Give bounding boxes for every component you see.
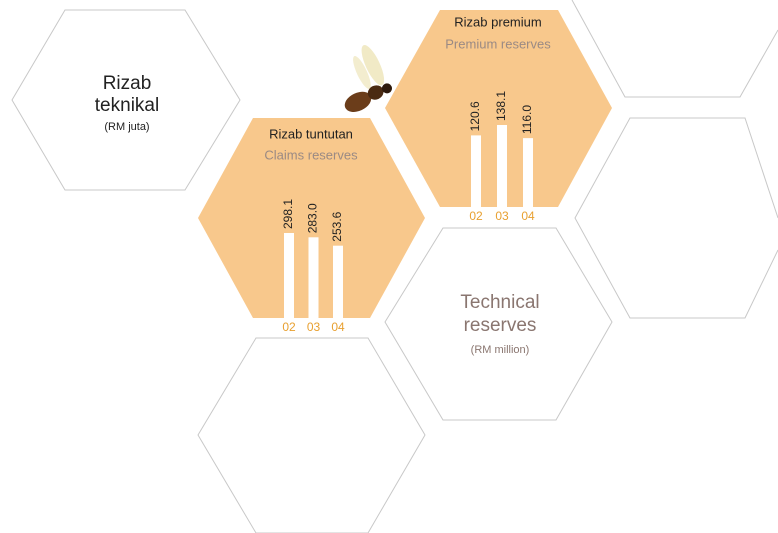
panel-title: Rizab — [103, 73, 152, 94]
chart-subtitle: Claims reserves — [264, 147, 358, 162]
hexagon-partial — [574, 117, 778, 319]
category-label: 02 — [469, 209, 483, 223]
category-label: 03 — [495, 209, 509, 223]
panel-title: teknikal — [95, 95, 159, 116]
bar — [333, 245, 343, 318]
panel-title: reserves — [464, 315, 537, 336]
category-label: 03 — [307, 320, 321, 334]
panel-unit: (RM juta) — [104, 121, 149, 133]
chart-subtitle: Premium reserves — [445, 36, 551, 51]
category-label: 04 — [331, 320, 345, 334]
value-label: 253.6 — [330, 211, 344, 241]
value-label: 298.1 — [281, 199, 295, 229]
hexagon — [197, 337, 426, 533]
hexagon — [384, 227, 613, 421]
value-label: 116.0 — [520, 105, 534, 134]
hexagon-filled — [385, 10, 612, 207]
hexagon-partial — [571, 0, 778, 98]
hexagon-filled — [198, 118, 425, 318]
bar — [471, 135, 481, 207]
value-label: 120.6 — [468, 101, 482, 131]
value-label: 283.0 — [306, 203, 320, 233]
bar — [497, 125, 507, 207]
panel-title: Technical — [460, 292, 539, 313]
panel-unit: (RM million) — [471, 344, 530, 356]
category-label: 04 — [521, 209, 535, 223]
value-label: 138.1 — [494, 91, 508, 121]
chart-title: Rizab tuntutan — [269, 126, 353, 141]
bee — [344, 45, 392, 112]
bar — [523, 138, 533, 207]
bar — [284, 233, 294, 318]
chart-title: Rizab premium — [454, 14, 541, 29]
hexagon — [11, 9, 241, 191]
category-label: 02 — [282, 320, 296, 334]
bar — [308, 237, 319, 318]
hexagon-grid — [11, 0, 778, 533]
